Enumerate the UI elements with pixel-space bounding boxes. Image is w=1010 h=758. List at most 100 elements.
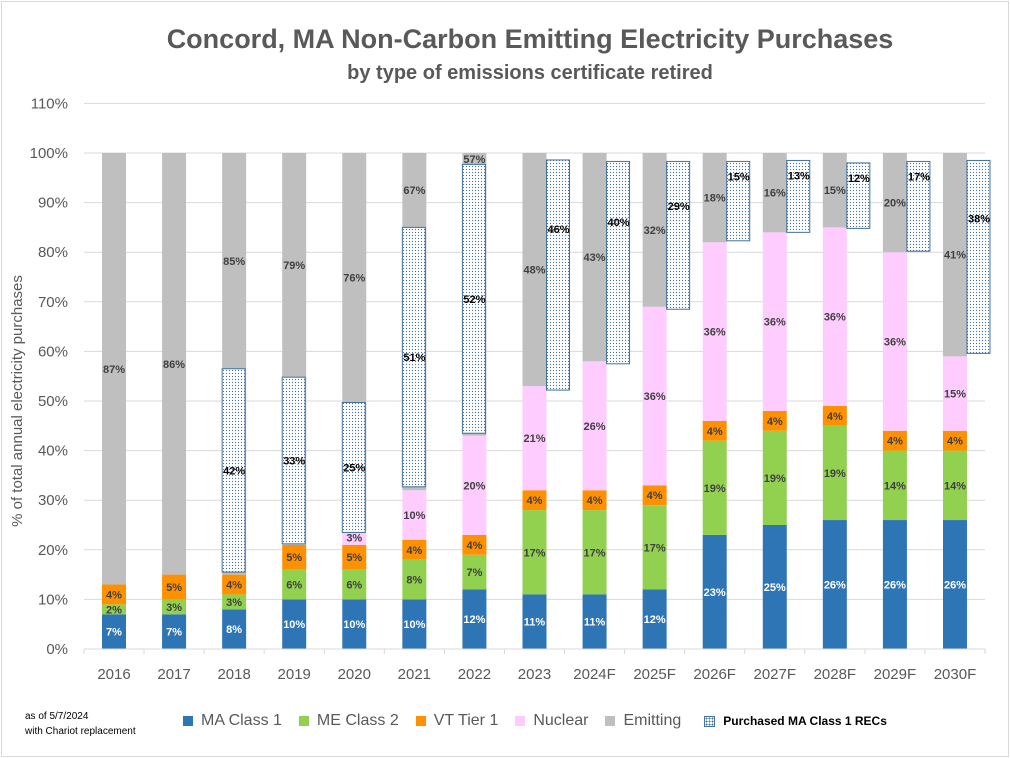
bar-segment-nuclear [582,361,607,491]
bar-segment-me-class-2 [282,569,307,600]
legend-label: Nuclear [533,712,589,729]
bar-segment-nuclear [642,306,667,486]
bar-segment-me-class-2 [942,450,967,521]
bar-segment-me-class-2 [222,594,247,610]
data-label: 10% [403,510,425,522]
data-label: 4% [947,436,963,448]
legend-label: ME Class 2 [316,712,399,729]
bar-segment-vt-tier-1 [942,430,967,451]
note-line-1: as of 5/7/2024 [25,711,89,722]
bar-segment-vt-tier-1 [822,405,847,426]
rec-data-label: 25% [343,462,365,474]
legend-swatch [704,715,716,727]
bar-segment-me-class-2 [822,425,847,521]
data-label: 11% [584,617,606,629]
rec-data-label: 33% [283,456,305,468]
bar-segment-ma-class-1 [522,594,547,649]
bar-segment-vt-tier-1 [642,485,667,506]
data-label: 7% [106,627,122,639]
bar-segment-nuclear [702,242,727,421]
legend-item-emitting: Emitting [605,712,681,730]
bar-segment-ma-class-1 [102,614,126,649]
bar-segment-ma-class-1 [702,534,727,649]
x-tick-label: 2023 [518,666,551,683]
data-label: 3% [166,602,182,614]
rec-box [786,159,811,233]
data-label: 17% [644,542,666,554]
bar-segment-nuclear [342,529,367,545]
data-label: 4% [587,495,603,507]
bar-segment-ma-class-1 [282,599,307,649]
data-label: 36% [764,317,786,329]
legend-label: Purchased MA Class 1 RECs [723,714,887,728]
rec-data-label: 52% [463,294,485,306]
rec-box [401,226,426,488]
data-label: 16% [764,188,786,200]
data-label: 86% [163,359,185,371]
bar-segment-emitting [942,153,967,357]
data-label: 4% [767,416,783,428]
x-tick-label: 2025F [633,666,676,683]
bar-segment-vt-tier-1 [582,490,607,511]
bar-segment-nuclear [402,490,427,540]
data-label: 19% [824,468,846,480]
data-label: 10% [403,619,425,631]
bar-segment-me-class-2 [522,510,547,595]
data-label: 4% [466,540,482,552]
data-label: 12% [644,614,666,626]
y-tick-label: 60% [38,343,68,360]
data-label: 3% [346,532,362,544]
data-label: 17% [584,547,606,559]
rec-box [906,160,931,252]
bar-segment-me-class-2 [342,569,367,600]
rec-box [545,159,570,391]
legend-label: Emitting [623,712,682,729]
data-label: 8% [406,575,422,587]
bar-segment-ma-class-1 [882,520,907,649]
data-label: 87% [103,364,125,376]
y-tick-label: 10% [38,591,68,608]
bar-segment-ma-class-1 [762,525,787,649]
bar-segment-nuclear [942,356,967,431]
data-label: 79% [283,260,305,272]
bar-segment-emitting [162,153,187,575]
x-tick-label: 2026F [693,666,736,683]
bar-segment-ma-class-1 [942,520,967,649]
data-label: 15% [824,185,846,197]
y-axis-title: % of total annual electricity purchases [9,275,26,527]
x-tick-label: 2016 [97,666,130,683]
data-label: 19% [704,483,726,495]
data-label: 5% [286,552,302,564]
y-tick-label: 70% [38,294,68,311]
bar-segment-emitting [642,153,667,307]
bar-segment-me-class-2 [582,510,607,595]
bar-segment-vt-tier-1 [702,420,727,441]
data-label: 48% [523,265,545,277]
rec-box [606,160,631,365]
data-label: 20% [884,198,906,210]
x-tick-label: 2027F [753,666,796,683]
bar-segment-ma-class-1 [222,609,247,649]
x-tick-label: 2022 [458,666,491,683]
data-label: 57% [463,154,485,166]
bar-segment-nuclear [822,227,847,406]
x-tick-label: 2018 [217,666,250,683]
bar-segment-vt-tier-1 [882,430,907,451]
bar-segment-emitting [522,153,547,387]
data-label: 26% [824,580,846,592]
bar-segment-ma-class-1 [162,614,187,649]
bar-segment-ma-class-1 [462,589,487,649]
data-label: 8% [226,624,242,636]
bar-segment-emitting [582,153,607,362]
bar-segment-me-class-2 [162,599,187,615]
rec-data-label: 42% [223,465,245,477]
y-tick-label: 80% [38,244,68,261]
y-tick-label: 20% [38,542,68,559]
data-label: 25% [764,582,786,594]
legend-swatch [605,716,616,726]
bar-segment-nuclear [462,435,487,535]
x-tick-label: 2028F [814,666,857,683]
rec-data-label: 17% [908,171,930,183]
data-label: 7% [166,627,182,639]
bar-segment-me-class-2 [642,505,667,590]
